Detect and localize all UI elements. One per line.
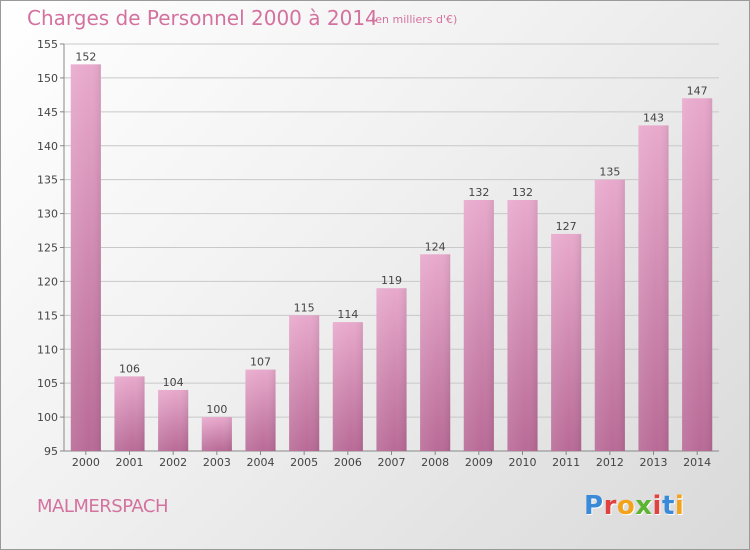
bar-shade-2001 — [114, 376, 145, 451]
logo-letter: i — [652, 491, 662, 521]
y-tick-label: 140 — [37, 140, 58, 153]
logo-letter: r — [603, 491, 617, 521]
x-tick-label-2012: 2012 — [596, 456, 624, 469]
x-axis-labels: 2000 2001 2002 2003 2004 2005 2006 2007 2008 2009… — [72, 451, 711, 469]
data-label-2014: 147 — [687, 84, 708, 97]
x-tick-label-2004: 2004 — [247, 456, 275, 469]
y-tick-label: 155 — [37, 38, 58, 51]
data-label-2001: 106 — [119, 362, 140, 375]
bar-shade-2012 — [594, 179, 625, 451]
y-tick-label: 125 — [37, 242, 58, 255]
data-label-2006: 114 — [337, 308, 358, 321]
data-label-2013: 143 — [643, 111, 664, 124]
bar-shade-2000 — [70, 64, 101, 451]
logo-letter: x — [635, 491, 653, 521]
bar-shade-2007 — [376, 288, 407, 451]
data-label-2010: 132 — [512, 186, 533, 199]
x-tick-label-2000: 2000 — [72, 456, 100, 469]
chart-title: Charges de Personnel 2000 à 2014 — [27, 6, 378, 30]
x-tick-label-2005: 2005 — [290, 456, 318, 469]
y-tick-label: 100 — [37, 411, 58, 424]
bar-shade-2011 — [551, 233, 582, 451]
bar-shade-2005 — [289, 315, 320, 451]
logo-letter: P — [584, 491, 604, 521]
bar-shade-2010 — [507, 200, 538, 451]
x-tick-label-2010: 2010 — [509, 456, 537, 469]
bar-shade-2003 — [201, 417, 232, 451]
logo-letter: i — [674, 491, 685, 521]
x-tick-label-2006: 2006 — [334, 456, 362, 469]
data-label-2004: 107 — [250, 356, 271, 369]
data-labels: 152 106 104 100 107 115 114 119 124 132 132 127 135 1… — [75, 50, 707, 416]
data-label-2011: 127 — [556, 220, 577, 233]
bars — [70, 64, 713, 452]
data-label-2009: 132 — [468, 186, 489, 199]
data-label-2007: 119 — [381, 274, 402, 287]
bar-shade-2008 — [420, 254, 451, 451]
data-label-2003: 100 — [206, 403, 227, 416]
bar-shade-2014 — [682, 98, 713, 452]
commune-name: MALMERSPACH — [37, 496, 169, 517]
x-tick-label-2007: 2007 — [378, 456, 406, 469]
bar-shade-2009 — [463, 200, 494, 451]
y-tick-label: 115 — [37, 309, 58, 322]
logo-letter: t — [661, 491, 675, 521]
y-tick-label: 120 — [37, 275, 58, 288]
y-tick-label: 130 — [37, 208, 58, 221]
bar-shade-2013 — [638, 125, 669, 452]
y-tick-label: 150 — [37, 72, 58, 85]
logo-letter: o — [616, 491, 636, 521]
x-tick-label-2003: 2003 — [203, 456, 231, 469]
data-label-2005: 115 — [294, 301, 315, 314]
x-tick-label-2008: 2008 — [421, 456, 449, 469]
y-tick-label: 145 — [37, 106, 58, 119]
bar-shade-2002 — [158, 389, 189, 451]
x-tick-label-2002: 2002 — [159, 456, 187, 469]
y-tick-label: 105 — [37, 377, 58, 390]
bar-shade-2006 — [332, 322, 363, 451]
data-label-2000: 152 — [75, 50, 96, 63]
y-tick-label: 110 — [37, 343, 58, 356]
data-label-2002: 104 — [163, 376, 184, 389]
data-label-2012: 135 — [599, 166, 620, 179]
data-label-2008: 124 — [425, 240, 446, 253]
bar-shade-2004 — [245, 369, 276, 451]
x-tick-label-2001: 2001 — [116, 456, 144, 469]
x-tick-label-2011: 2011 — [552, 456, 580, 469]
x-tick-label-2009: 2009 — [465, 456, 493, 469]
proxiti-logo: Proxiti — [584, 491, 684, 521]
x-tick-label-2013: 2013 — [640, 456, 668, 469]
chart-subtitle: (en milliers d'€) — [371, 13, 458, 26]
x-tick-label-2014: 2014 — [683, 456, 711, 469]
y-tick-label: 135 — [37, 174, 58, 187]
y-tick-label: 95 — [44, 445, 58, 458]
